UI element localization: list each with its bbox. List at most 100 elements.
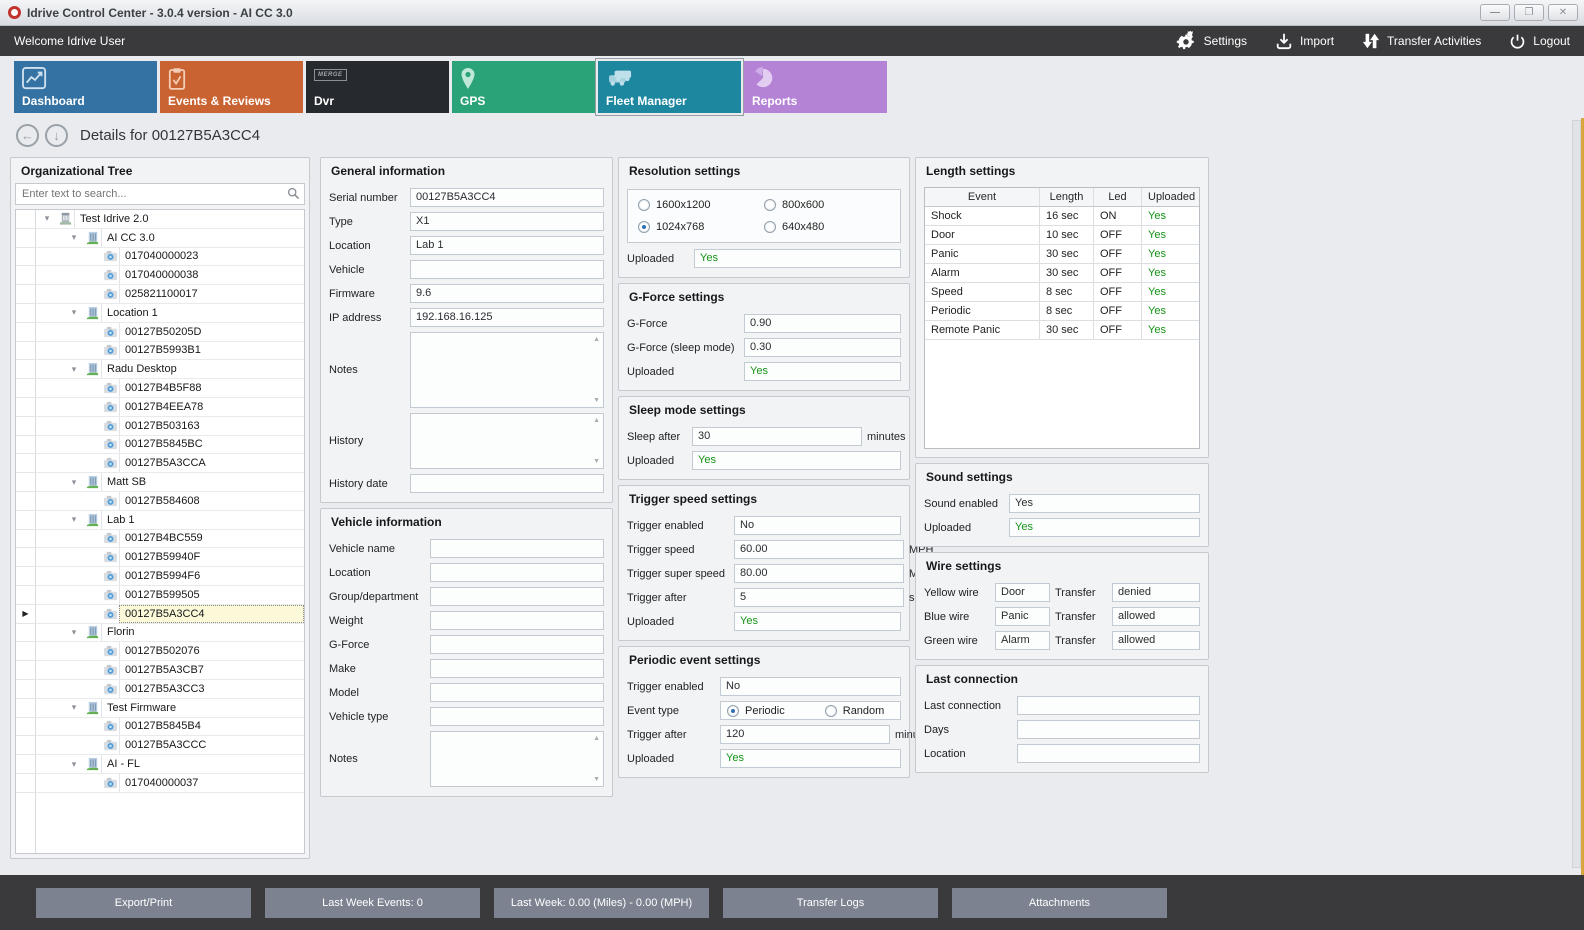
scroll-down-icon[interactable]: ▼ [593, 397, 600, 404]
tree-item[interactable]: ▶ 00127B5A3CC4 [16, 604, 304, 624]
tab-dvr[interactable]: MERGE Dvr [306, 61, 449, 113]
bottom-button-1[interactable]: Last Week Events: 0 [265, 887, 480, 918]
expand-arrow-icon[interactable]: ▾ [71, 476, 77, 487]
scroll-up-icon[interactable]: ▲ [593, 336, 600, 343]
tree-item[interactable]: 00127B503163 [16, 416, 304, 436]
tree-item[interactable]: 00127B5A3CC3 [16, 679, 304, 699]
tab-dashboard[interactable]: Dashboard [14, 61, 157, 113]
wire-value-field[interactable]: Alarm [995, 631, 1050, 650]
scroll-up-icon[interactable]: ▲ [593, 735, 600, 742]
text-field[interactable]: Yes [694, 249, 901, 268]
text-field[interactable] [1017, 720, 1200, 739]
tree-item[interactable]: ▾ AI CC 3.0 [16, 228, 304, 248]
bottom-button-2[interactable]: Last Week: 0.00 (Miles) - 0.00 (MPH) [494, 887, 709, 918]
radio-button-icon[interactable] [638, 221, 650, 233]
textarea-field[interactable]: ▲ ▼ [410, 332, 604, 408]
tree-item[interactable]: 00127B584608 [16, 491, 304, 511]
radio-button-icon[interactable] [727, 704, 739, 717]
radio-button-icon[interactable] [764, 221, 776, 233]
expand-arrow-icon[interactable]: ▾ [71, 626, 77, 637]
tree-item[interactable]: ▾ Location 1 [16, 303, 304, 323]
text-field[interactable] [430, 635, 604, 654]
text-field[interactable]: No [734, 516, 901, 535]
close-button[interactable]: ✕ [1548, 4, 1578, 21]
text-field[interactable] [430, 659, 604, 678]
tree-item[interactable]: 00127B5A3CCC [16, 736, 304, 756]
textarea-field[interactable]: ▲ ▼ [430, 731, 604, 787]
text-field[interactable] [430, 539, 604, 558]
tree-item[interactable]: 00127B5A3CB7 [16, 661, 304, 680]
tree-item[interactable]: 017040000037 [16, 773, 304, 793]
expand-arrow-icon[interactable]: ▾ [71, 307, 77, 318]
tab-gps[interactable]: GPS [452, 61, 595, 113]
text-field[interactable]: Yes [1009, 494, 1200, 513]
text-field[interactable] [430, 563, 604, 582]
expand-arrow-icon[interactable]: ▾ [71, 232, 77, 243]
tree-item[interactable]: 00127B5845BC [16, 435, 304, 455]
tree-item[interactable]: ▾ Lab 1 [16, 510, 304, 530]
text-field[interactable]: Lab 1 [410, 236, 604, 255]
expand-arrow-icon[interactable]: ▾ [71, 363, 77, 374]
minimize-button[interactable]: — [1480, 4, 1510, 21]
tab-reports[interactable]: Reports [744, 61, 887, 113]
expand-arrow-icon[interactable]: ▾ [71, 702, 77, 713]
text-field[interactable]: 60.00 [734, 540, 904, 559]
expand-arrow-icon[interactable]: ▾ [44, 213, 50, 224]
tree-item[interactable]: 017040000023 [16, 247, 304, 267]
radio-button-icon[interactable] [638, 199, 650, 211]
text-field[interactable]: 0.90 [744, 314, 901, 333]
toolbar-action-import[interactable]: Import [1275, 32, 1334, 50]
text-field[interactable] [430, 611, 604, 630]
tree-item[interactable]: ▾ AI - FL [16, 755, 304, 774]
toolbar-action-logout[interactable]: Logout [1509, 33, 1570, 50]
bottom-button-0[interactable]: Export/Print [36, 887, 251, 918]
tree-item[interactable]: 00127B5A3CCA [16, 454, 304, 474]
transfer-value-field[interactable]: denied [1112, 583, 1200, 602]
expand-arrow-icon[interactable]: ▾ [71, 514, 77, 525]
toolbar-action-transfer-activities[interactable]: Transfer Activities [1362, 32, 1481, 50]
expand-arrow-icon[interactable]: ▾ [71, 758, 77, 769]
text-field[interactable]: Yes [1009, 518, 1200, 537]
back-arrow-icon[interactable]: ← [16, 124, 39, 147]
tab-events-reviews[interactable]: Events & Reviews [160, 61, 303, 113]
tree-item[interactable]: 00127B5845B4 [16, 717, 304, 737]
down-arrow-icon[interactable]: ↓ [45, 124, 68, 147]
text-field[interactable]: Yes [720, 749, 901, 768]
textarea-field[interactable]: ▲ ▼ [410, 413, 604, 469]
radio-option[interactable]: 1600x1200 [638, 199, 764, 211]
tree-item[interactable]: ▾ Radu Desktop [16, 360, 304, 380]
tree-item[interactable]: 00127B502076 [16, 642, 304, 662]
text-field[interactable]: 80.00 [734, 564, 904, 583]
search-icon[interactable] [287, 187, 300, 203]
toolbar-action-settings[interactable]: Settings [1175, 31, 1247, 51]
text-field[interactable]: 9.6 [410, 284, 604, 303]
vertical-scrollbar[interactable] [1572, 120, 1581, 868]
text-field[interactable]: 5 [734, 588, 904, 607]
radio-option[interactable]: 1024x768 [638, 221, 764, 233]
text-field[interactable] [430, 683, 604, 702]
radio-button-icon[interactable] [764, 199, 776, 211]
bottom-button-4[interactable]: Attachments [952, 887, 1167, 918]
text-field[interactable]: 192.168.16.125 [410, 308, 604, 327]
tree-item[interactable]: 00127B50205D [16, 322, 304, 342]
text-field[interactable] [410, 474, 604, 493]
radio-button-icon[interactable] [824, 704, 837, 717]
text-field[interactable]: No [720, 677, 901, 696]
transfer-value-field[interactable]: allowed [1112, 631, 1200, 650]
wire-value-field[interactable]: Door [995, 583, 1050, 602]
text-field[interactable]: Yes [744, 362, 901, 381]
tree-item[interactable]: 017040000038 [16, 266, 304, 286]
scroll-up-icon[interactable]: ▲ [593, 417, 600, 424]
tree-item[interactable]: ▾ Test Firmware [16, 698, 304, 718]
radio-option[interactable]: 800x600 [764, 199, 890, 211]
scroll-down-icon[interactable]: ▼ [593, 458, 600, 465]
tree-item[interactable]: ▾ Florin [16, 623, 304, 643]
radio-option[interactable]: 640x480 [764, 221, 890, 233]
text-field[interactable]: X1 [410, 212, 604, 231]
tree-item[interactable]: 00127B4B5F88 [16, 379, 304, 398]
tree-item[interactable]: 025821100017 [16, 285, 304, 304]
text-field[interactable]: 00127B5A3CC4 [410, 188, 604, 207]
tree-item[interactable]: 00127B4EEA78 [16, 397, 304, 417]
text-field[interactable] [430, 707, 604, 726]
radio-option[interactable]: Periodic [727, 704, 785, 717]
